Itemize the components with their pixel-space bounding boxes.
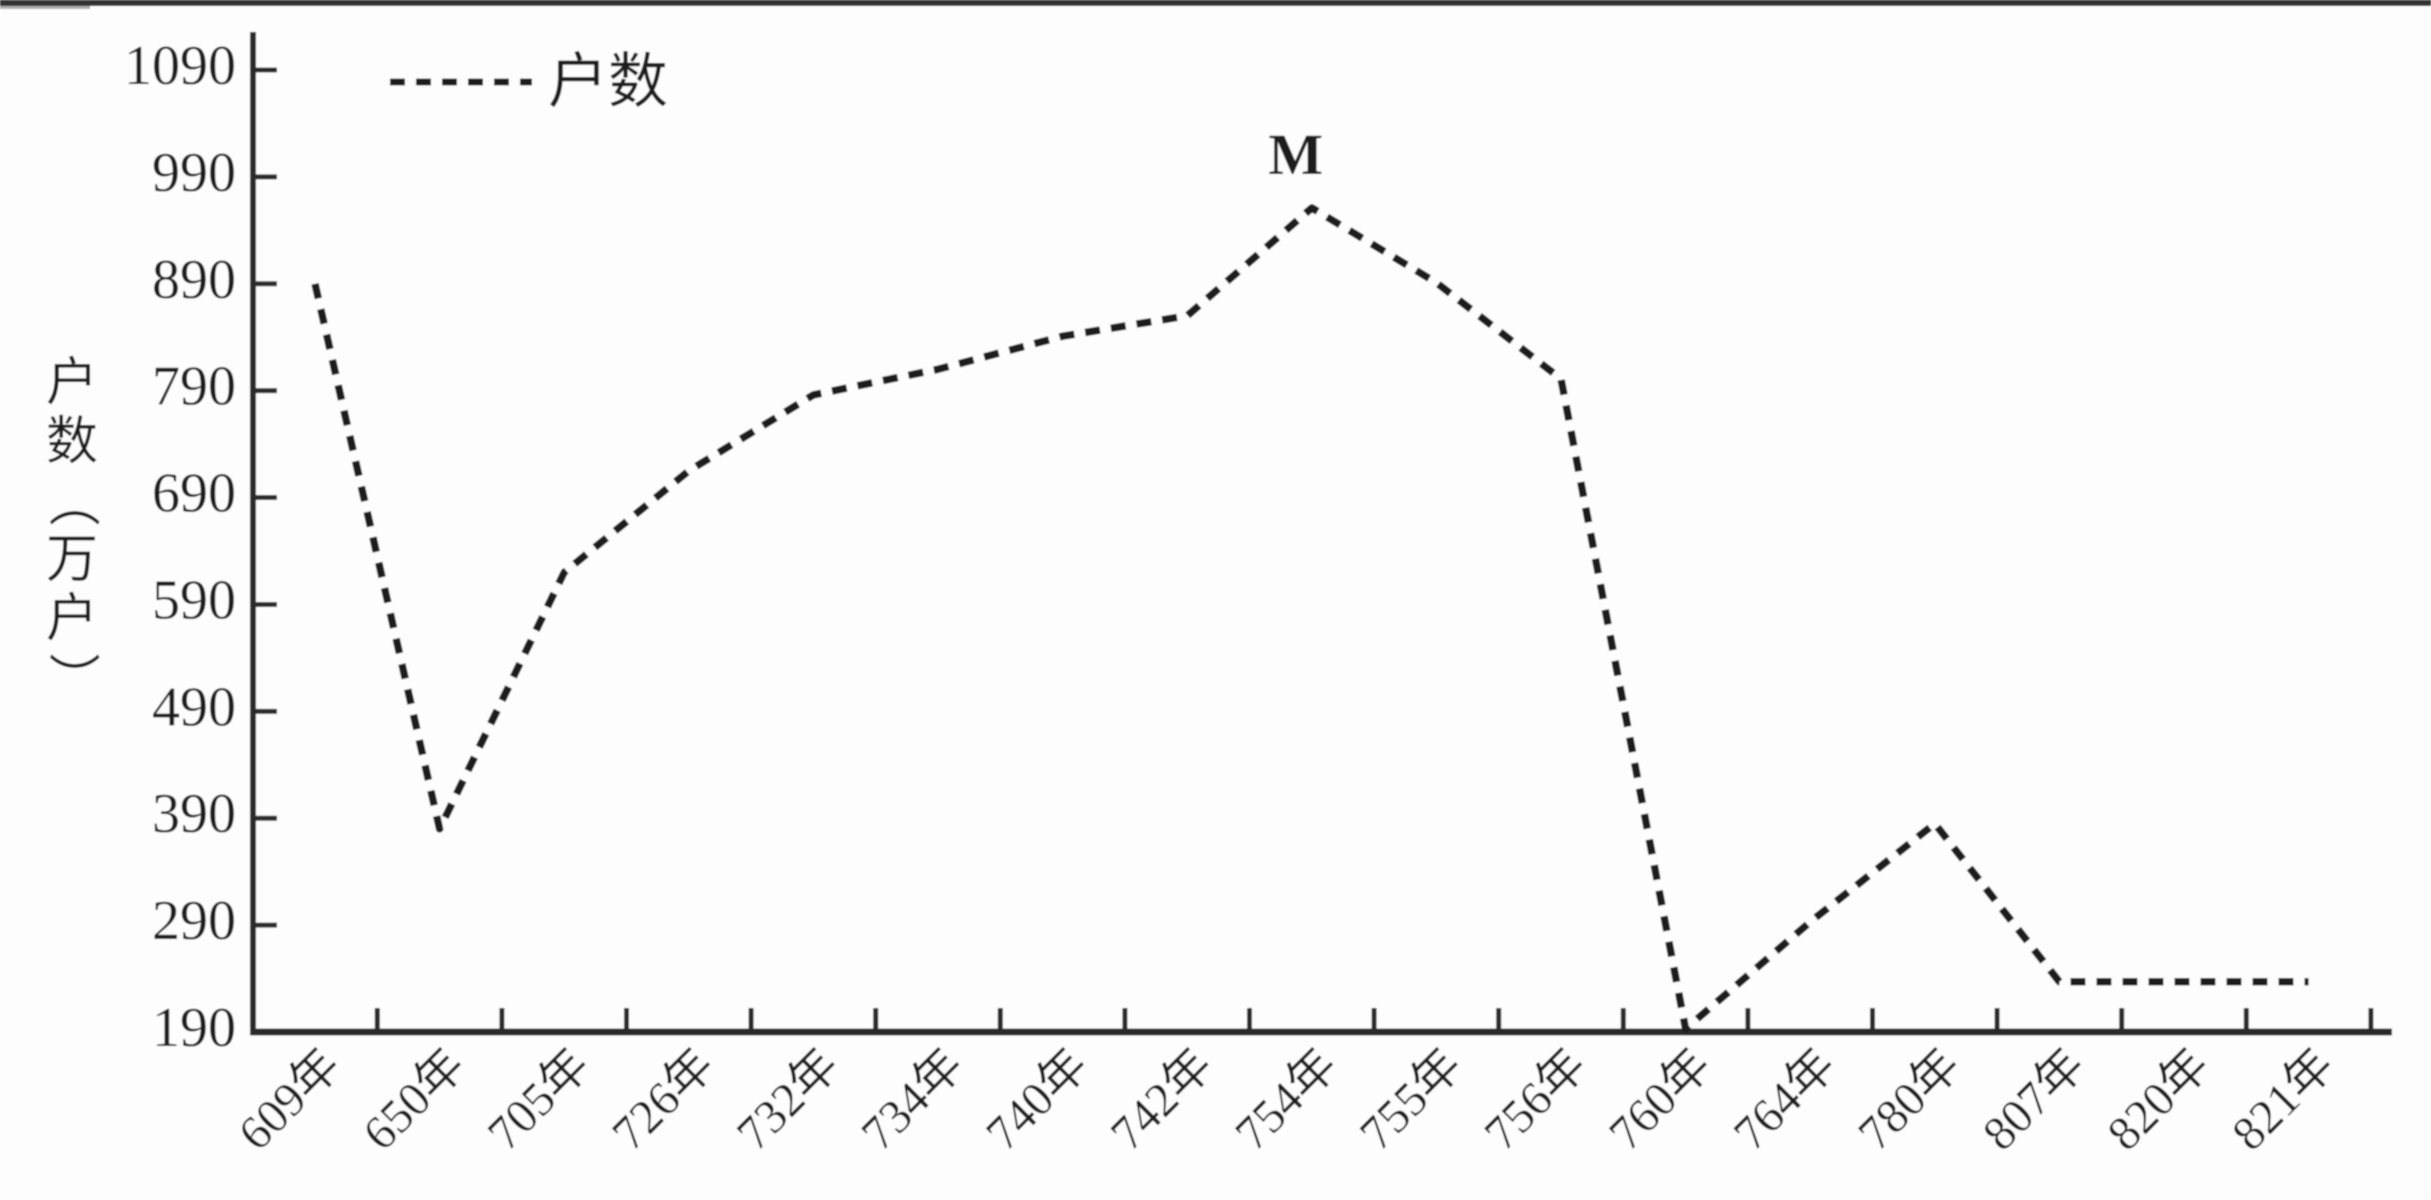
y-tick-label: 290 <box>152 890 236 952</box>
top-scan-artifact <box>0 0 2431 6</box>
y-tick-label: 790 <box>152 356 236 418</box>
y-axis-title-char: 万 <box>46 532 98 589</box>
y-tick-label: 190 <box>152 997 236 1059</box>
y-axis-title-char: 户 <box>46 591 98 648</box>
legend-label: 户数 <box>548 49 668 115</box>
y-tick-label: 890 <box>152 249 236 311</box>
y-tick-label: 1090 <box>124 35 236 97</box>
y-tick-label: 490 <box>152 676 236 738</box>
y-tick-label: 590 <box>152 569 236 631</box>
peak-annotation-m: M <box>1268 122 1323 187</box>
y-axis-title-char: （ <box>43 475 100 527</box>
y-tick-label: 990 <box>152 142 236 204</box>
y-axis-title-char: 户 <box>46 355 98 412</box>
y-axis-title-char: ） <box>43 652 100 704</box>
y-tick-label: 690 <box>152 463 236 525</box>
data-line-households <box>311 204 2309 1033</box>
y-tick-label: 390 <box>152 783 236 845</box>
top-scan-artifact <box>0 6 90 9</box>
y-axis-title-char: 数 <box>46 414 98 471</box>
